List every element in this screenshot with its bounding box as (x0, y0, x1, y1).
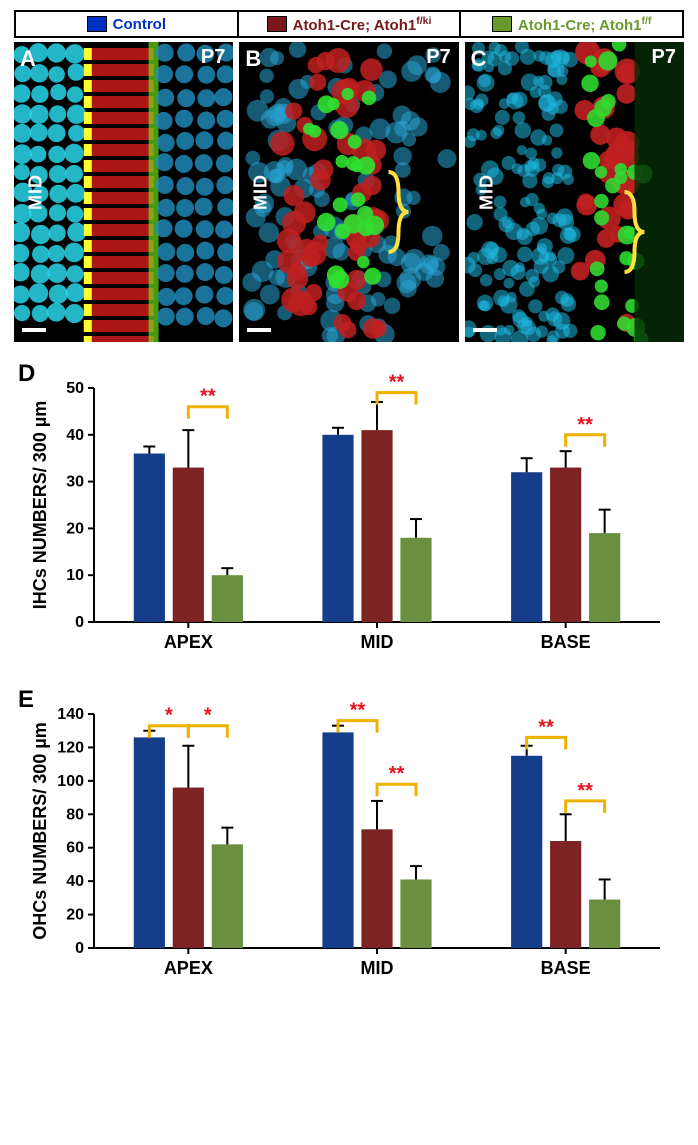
svg-text:30: 30 (66, 474, 84, 491)
svg-text:**: ** (538, 716, 554, 738)
panel-time-C: P7 (652, 46, 676, 69)
svg-text:120: 120 (57, 739, 84, 756)
svg-text:APEX: APEX (164, 958, 213, 978)
svg-text:20: 20 (66, 520, 84, 537)
scale-bar (22, 328, 46, 332)
svg-text:*: * (165, 705, 173, 727)
svg-text:60: 60 (66, 840, 84, 857)
legend-swatch-0 (87, 16, 107, 32)
svg-text:40: 40 (66, 873, 84, 890)
panel-letter-D: D (18, 360, 35, 388)
svg-text:**: ** (577, 780, 593, 802)
chart-E: 0 20 40 60 80 100 120 140 OHCs NUMBERS/ 300 µm AP… (22, 692, 672, 992)
svg-text:BASE: BASE (541, 632, 591, 652)
svg-text:80: 80 (66, 806, 84, 823)
image-panel-B: B P7 MID (239, 42, 458, 342)
legend-cell-1: Atoh1-Cre; Atoh1f/ki (239, 12, 462, 36)
panel-letter-B: B (245, 46, 261, 72)
svg-text:100: 100 (57, 773, 84, 790)
panel-letter-E: E (18, 686, 34, 714)
svg-text:140: 140 (57, 706, 84, 723)
svg-text:**: ** (200, 386, 216, 408)
image-panel-A: A P7 MID (14, 42, 233, 342)
svg-text:OHCs NUMBERS/ 300 µm: OHCs NUMBERS/ 300 µm (30, 722, 50, 939)
legend-swatch-1 (267, 16, 287, 32)
panel-region-B: MID (251, 174, 272, 210)
image-panels-row: A P7 MID B P7 MID C P7 MID (14, 42, 684, 342)
scale-bar (247, 328, 271, 332)
legend-row: Control Atoh1-Cre; Atoh1f/ki Atoh1-Cre; At… (14, 10, 684, 38)
panel-region-A: MID (26, 174, 47, 210)
panel-time-B: P7 (426, 46, 450, 69)
svg-text:0: 0 (75, 940, 84, 957)
panel-region-C: MID (476, 174, 497, 210)
svg-text:**: ** (577, 414, 593, 436)
legend-cell-0: Control (16, 12, 239, 36)
svg-text:**: ** (350, 700, 366, 722)
svg-text:BASE: BASE (541, 958, 591, 978)
svg-text:MID: MID (361, 958, 394, 978)
figure: Control Atoh1-Cre; Atoh1f/ki Atoh1-Cre; At… (0, 0, 698, 1028)
legend-swatch-2 (492, 16, 512, 32)
image-panel-C: C P7 MID (465, 42, 684, 342)
svg-text:20: 20 (66, 907, 84, 924)
panel-letter-A: A (20, 46, 36, 72)
svg-text:APEX: APEX (164, 632, 213, 652)
svg-text:0: 0 (75, 614, 84, 631)
panel-time-A: P7 (201, 46, 225, 69)
legend-label-2: Atoh1-Cre; Atoh1f/f (518, 15, 652, 34)
svg-text:40: 40 (66, 427, 84, 444)
svg-text:**: ** (389, 372, 405, 394)
svg-text:10: 10 (66, 567, 84, 584)
legend-label-1: Atoh1-Cre; Atoh1f/ki (293, 15, 432, 34)
chart-D: 0 10 20 30 40 50 IHCs NUMBERS/ 300 µm APEX MID BA… (22, 366, 672, 666)
scale-bar (473, 328, 497, 332)
legend-cell-2: Atoh1-Cre; Atoh1f/f (461, 12, 682, 36)
legend-label-0: Control (113, 16, 166, 33)
svg-text:50: 50 (66, 380, 84, 397)
panel-letter-C: C (471, 46, 487, 72)
svg-text:IHCs NUMBERS/ 300 µm: IHCs NUMBERS/ 300 µm (30, 401, 50, 609)
chart-D-block: D 01020304050IHCs NUMBERS/ 300 µmAPEXMID… (22, 366, 676, 666)
svg-text:*: * (204, 705, 212, 727)
svg-text:**: ** (389, 763, 405, 785)
svg-text:MID: MID (361, 632, 394, 652)
chart-E-block: E 020406080100120140OHCs NUMBERS/ 300 µm… (22, 692, 676, 992)
